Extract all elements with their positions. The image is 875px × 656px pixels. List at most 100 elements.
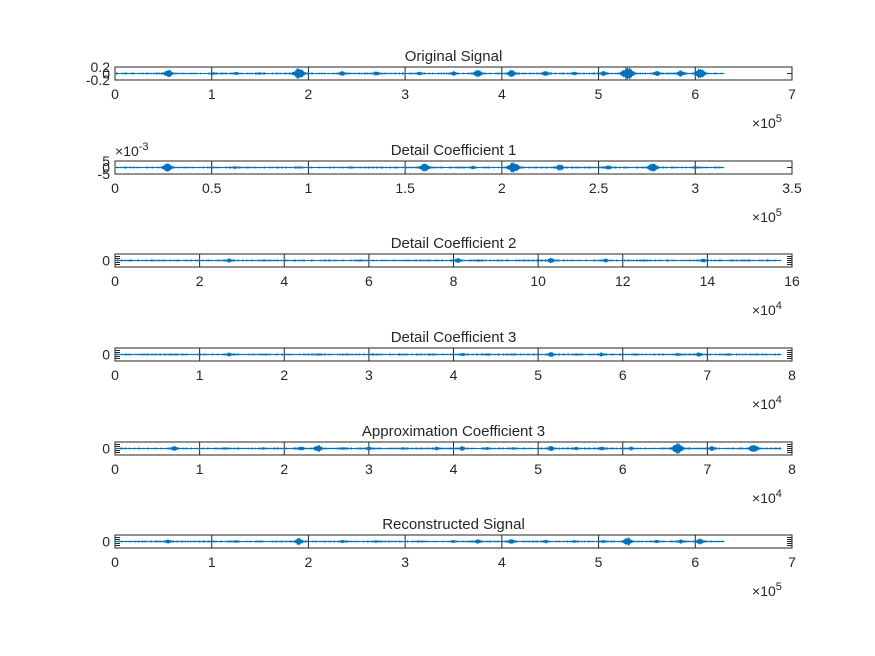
x-tick-label: 16 (784, 273, 800, 289)
y-tick-label: 0 (102, 534, 110, 550)
signal-burst (482, 447, 493, 450)
signal-burst (431, 446, 442, 451)
signal-burst (158, 163, 176, 172)
signal-burst (668, 443, 687, 454)
signal-burst (470, 69, 485, 78)
x-tick-label: 7 (788, 554, 796, 570)
signal-burst (371, 540, 382, 543)
signal-burst (291, 537, 307, 546)
x-tick-label: 0 (111, 461, 119, 477)
subplot-4: Detail Coefficient 3 0 1 2 3 4 5 6 7 8 0 ×104 (102, 329, 796, 412)
x-tick-label: 5 (534, 367, 542, 383)
subplot-3: Detail Coefficient 2 0 2 4 6 8 10 12 14 16 0 ×104 (102, 235, 800, 318)
signal-burst (651, 539, 662, 544)
signal-burst (600, 258, 612, 263)
signal-series (114, 537, 725, 546)
x-exponent-base: 10 (760, 115, 776, 131)
signal-burst (368, 353, 378, 356)
x-tick-label: 5 (595, 86, 603, 102)
x-tick-label: 7 (703, 367, 711, 383)
signal-burst (220, 447, 230, 450)
y-tick-label: 0 (102, 253, 110, 269)
x-tick-label: 8 (788, 461, 796, 477)
x-tick-label: 4 (280, 273, 288, 289)
signal-burst (568, 71, 580, 76)
signal-burst (467, 165, 478, 170)
x-tick-label: 6 (691, 86, 699, 102)
subplot-title: Detail Coefficient 1 (391, 142, 517, 159)
subplot-title: Reconstructed Signal (382, 516, 525, 533)
x-tick-label: 2 (498, 180, 506, 196)
signal-burst (295, 446, 307, 451)
x-exponent-base: 10 (760, 209, 776, 225)
signal-burst (162, 539, 174, 544)
subplot-2: Detail Coefficient 10 0.5 1 1.5 2 2.5 3 3.550-5… (98, 141, 802, 225)
signal-burst (230, 72, 242, 75)
x-tick-label: 2 (196, 273, 204, 289)
x-tick-label: 0 (111, 367, 119, 383)
signal-series (114, 443, 782, 454)
x-tick-label: 14 (700, 273, 716, 289)
y-tick-label: 0 (102, 441, 110, 457)
signal-burst (229, 166, 240, 169)
signal-series (114, 352, 782, 357)
signal-burst (601, 165, 615, 170)
x-exponent-power: 4 (776, 394, 782, 406)
signal-burst (160, 69, 176, 78)
subplot-title: Detail Coefficient 2 (391, 235, 517, 252)
x-tick-label: 3 (365, 367, 373, 383)
signal-burst (209, 540, 218, 543)
signal-burst (741, 259, 750, 262)
x-exponent-power: 4 (776, 300, 782, 312)
signal-burst (503, 162, 523, 173)
y-tick-label: 0.2 (91, 59, 111, 75)
signal-burst (503, 69, 519, 78)
x-exponent-power: 5 (776, 113, 782, 125)
x-tick-label: 2 (280, 367, 288, 383)
signal-burst (693, 538, 707, 545)
x-tick-label: 8 (450, 273, 458, 289)
x-tick-label: 2 (305, 86, 313, 102)
x-exponent: ×104 (752, 394, 782, 412)
signal-burst (539, 539, 551, 544)
signal-burst (690, 166, 701, 169)
x-tick-label: 1 (208, 554, 216, 570)
x-exponent: ×105 (752, 581, 782, 599)
signal-burst (337, 540, 348, 543)
x-tick-label: 6 (365, 273, 373, 289)
signal-burst (598, 539, 609, 544)
signal-burst (310, 445, 326, 452)
signal-burst (644, 163, 661, 172)
signal-burst (223, 258, 235, 263)
signal-burst (447, 71, 460, 76)
signal-burst (597, 71, 610, 76)
signal-burst (691, 68, 709, 79)
signal-burst (617, 67, 638, 80)
signal-burst (223, 352, 235, 357)
x-tick-label: 1 (196, 461, 204, 477)
x-exponent-base: 10 (760, 396, 776, 412)
signal-burst (293, 166, 304, 169)
signal-burst (630, 353, 640, 356)
signal-series (114, 258, 782, 263)
signal-burst (619, 537, 636, 546)
signal-burst (571, 353, 581, 356)
signal-burst (258, 259, 267, 262)
x-exponent-base: 10 (760, 490, 776, 506)
signal-burst (414, 540, 425, 543)
x-tick-label: 12 (615, 273, 631, 289)
signal-burst (397, 447, 408, 450)
signal-burst (595, 446, 608, 451)
y-tick-label: 0 (102, 66, 110, 82)
x-tick-label: 4 (450, 461, 458, 477)
signal-burst (451, 258, 464, 263)
signal-series (114, 67, 725, 80)
x-tick-label: 1 (208, 86, 216, 102)
x-tick-label: 2 (280, 461, 288, 477)
signal-burst (692, 352, 705, 357)
signal-burst (356, 259, 365, 262)
x-tick-label: 4 (498, 86, 506, 102)
x-tick-label: 3.5 (782, 180, 802, 196)
subplot-1: Original Signal 0 1 2 3 4 5 6 7 0.20-0.2 ×105 (86, 48, 796, 131)
x-tick-label: 1 (305, 180, 313, 196)
